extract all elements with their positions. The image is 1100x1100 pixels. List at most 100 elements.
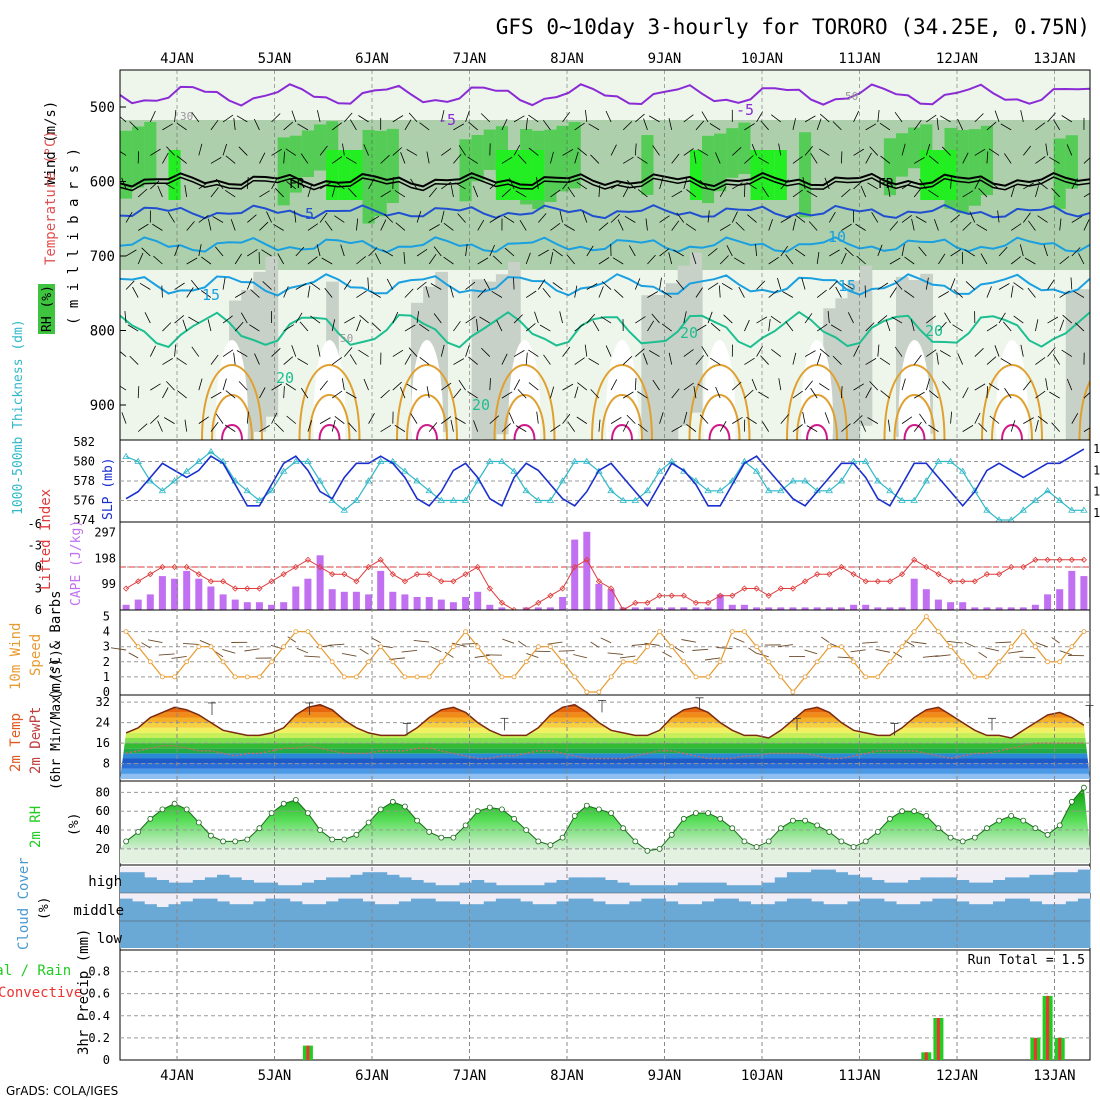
wind-barb xyxy=(622,121,633,131)
wind-point xyxy=(778,674,784,680)
li-point xyxy=(171,563,178,571)
cape-bar xyxy=(753,607,761,610)
wind-barb xyxy=(125,249,137,257)
li-point xyxy=(135,578,142,585)
cloud-bar xyxy=(617,904,630,921)
cloud-bar xyxy=(362,872,376,893)
wind-barb xyxy=(675,279,685,290)
precip-tick: 0.2 xyxy=(88,1031,110,1045)
wind-barb xyxy=(746,416,757,424)
cloud-bar xyxy=(435,901,448,921)
cloud-bar xyxy=(1053,921,1067,948)
wind-barb xyxy=(137,252,144,265)
rh-band xyxy=(241,120,254,270)
precip-bars xyxy=(302,995,1065,1060)
warm-arch xyxy=(591,364,653,440)
cape-bar xyxy=(352,591,360,610)
cloud-bar xyxy=(920,921,933,948)
rh-band xyxy=(253,120,267,270)
cloud-bar xyxy=(386,904,400,921)
li-point xyxy=(947,578,954,585)
cape-bar xyxy=(680,607,688,610)
surface-barb xyxy=(474,654,490,658)
wind-barb xyxy=(307,256,318,265)
rh-point xyxy=(729,825,736,832)
wind-barb xyxy=(719,285,721,298)
li-point xyxy=(911,556,918,563)
rh-point xyxy=(389,798,396,805)
wind-barb xyxy=(152,223,163,231)
wind-barb xyxy=(132,286,139,298)
wind-barb xyxy=(626,180,636,190)
wind-point xyxy=(560,659,565,665)
li-point xyxy=(365,563,372,571)
cloud-bar xyxy=(423,898,436,921)
cloud-bar xyxy=(1053,872,1067,893)
cloud-bar xyxy=(132,872,145,893)
wind-point xyxy=(523,659,529,665)
cloud-bar xyxy=(883,882,897,893)
wind-barb xyxy=(612,257,624,265)
wind-barb xyxy=(964,249,976,257)
wind-barb xyxy=(647,291,659,298)
wind-barb xyxy=(465,281,476,290)
wind-barb xyxy=(120,151,127,156)
surface-barb xyxy=(199,639,212,646)
rh-base xyxy=(120,848,1090,863)
thickness-point xyxy=(376,457,385,464)
precip-grid xyxy=(120,971,1090,1039)
dry-column xyxy=(216,340,248,440)
wind-barb xyxy=(768,218,773,231)
wind-barb xyxy=(331,122,343,131)
cloud-bar xyxy=(495,885,509,893)
thickness-point xyxy=(643,486,652,494)
wind-point xyxy=(378,644,384,650)
cloud-panel: high middle low Cloud Cover (%) xyxy=(16,857,1091,951)
wind-barb xyxy=(816,323,828,332)
wind-barb xyxy=(176,122,187,131)
thickness-point xyxy=(777,486,785,494)
wind-barb xyxy=(157,420,163,432)
wind-barb xyxy=(283,324,295,332)
wind-point xyxy=(450,644,456,650)
wind-barb xyxy=(1061,115,1073,123)
lifted-index-axis-label: Lifted Index xyxy=(38,489,54,590)
wind-barb xyxy=(1071,247,1081,257)
cloud-bar xyxy=(835,872,848,893)
day-label: 5JAN xyxy=(258,1068,292,1084)
wind-barb xyxy=(782,291,794,298)
cape-bar xyxy=(995,607,1003,610)
rh-point xyxy=(414,817,421,824)
wind-point xyxy=(899,644,905,650)
wind-barb xyxy=(519,219,527,231)
warm-arch xyxy=(513,424,536,440)
wind-barb xyxy=(186,221,195,231)
cape-bar xyxy=(122,604,130,610)
wind-barb xyxy=(901,143,906,156)
rh-point xyxy=(1068,798,1075,805)
wind-barb xyxy=(191,111,200,123)
wind-barb xyxy=(865,123,877,131)
wind-barb xyxy=(622,391,634,399)
cape-bar xyxy=(522,607,530,610)
wind-barb xyxy=(652,379,660,391)
wind-barb xyxy=(1035,122,1046,131)
cloud-bar xyxy=(1041,921,1055,948)
dry-column xyxy=(411,340,443,440)
wind-barb xyxy=(652,145,660,156)
cloud-bar xyxy=(1005,921,1018,948)
wind-barb xyxy=(1027,287,1036,298)
li-point xyxy=(765,592,772,599)
wind-barb xyxy=(1010,256,1021,265)
wind-barb xyxy=(433,313,442,324)
wind-barb xyxy=(489,215,501,223)
cloud-bar xyxy=(605,921,618,948)
cloud-bar xyxy=(544,904,557,921)
surface-wind-barbs xyxy=(110,636,1084,661)
wind-barb xyxy=(517,389,527,399)
wind-barb xyxy=(450,419,454,432)
wind-barb xyxy=(1059,256,1070,265)
surface-barb xyxy=(214,651,224,658)
wind-barb xyxy=(860,185,867,198)
wind-barb xyxy=(368,247,378,257)
